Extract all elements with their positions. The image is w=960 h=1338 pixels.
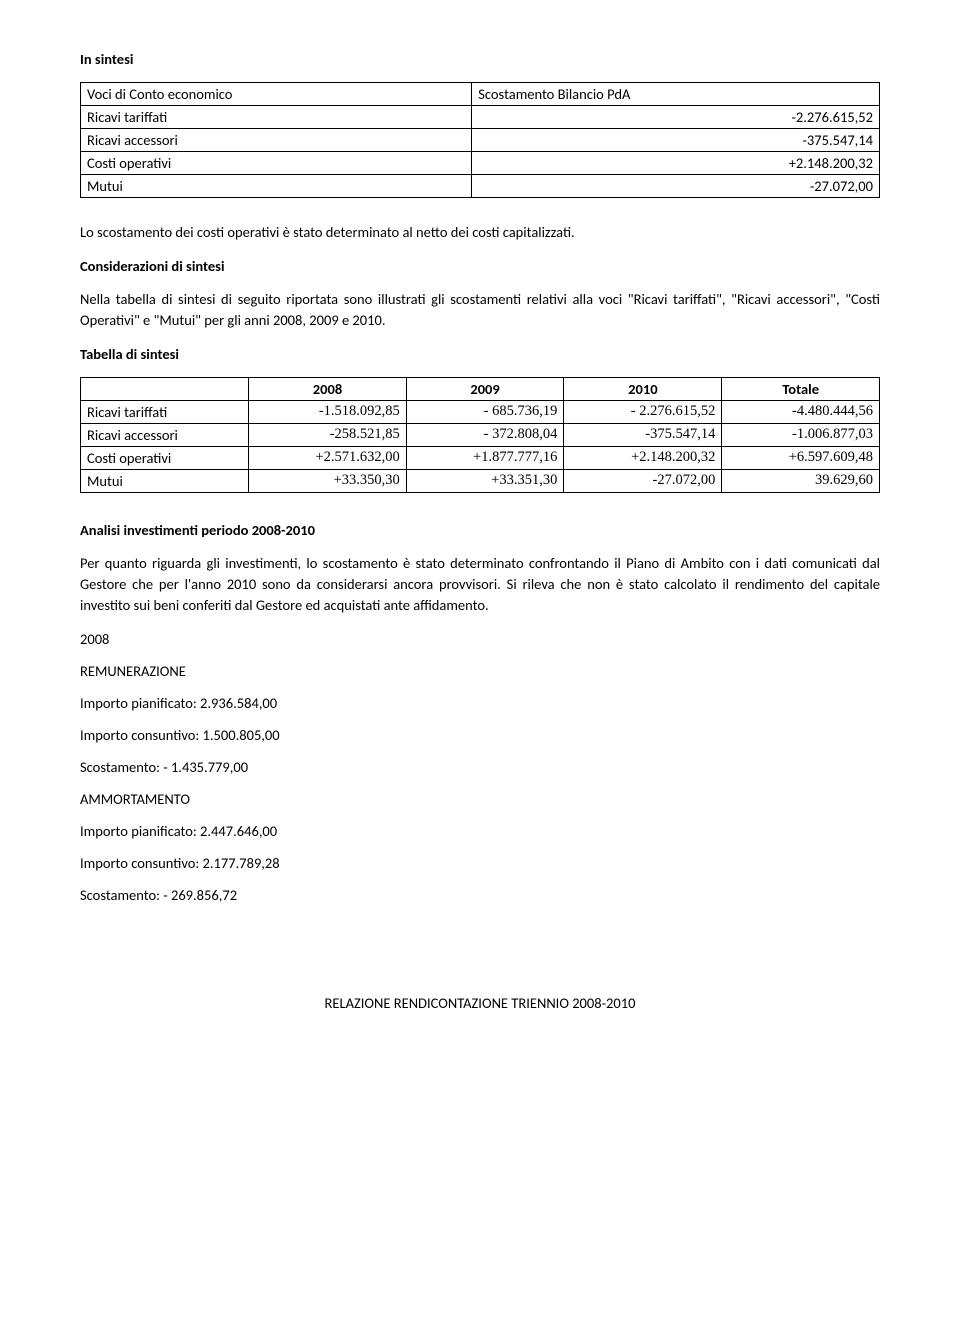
cell-label: Costi operativi [81, 447, 249, 470]
line-scostamento: Scostamento: - 269.856,72 [80, 886, 880, 904]
table-header-row: 2008 2009 2010 Totale [81, 378, 880, 401]
table-row: Mutui +33.350,30 +33.351,30 -27.072,00 3… [81, 470, 880, 493]
section-title-analisi: Analisi investimenti periodo 2008-2010 [80, 521, 880, 539]
section-title-tabella: Tabella di sintesi [80, 345, 880, 363]
line-importo-consuntivo: Importo consuntivo: 2.177.789,28 [80, 854, 880, 872]
col-header-2010: 2010 [564, 378, 722, 401]
col-header-2009: 2009 [406, 378, 564, 401]
cell-value: - 2.276.615,52 [564, 401, 722, 424]
cell-value: +2.148.200,32 [472, 152, 880, 175]
subsection-ammortamento: AMMORTAMENTO [80, 790, 880, 808]
cell-label: Ricavi tariffati [81, 401, 249, 424]
cell-label: Ricavi accessori [81, 129, 472, 152]
cell-value: +2.148.200,32 [564, 447, 722, 470]
col-header-blank [81, 378, 249, 401]
cell-label: Mutui [81, 175, 472, 198]
cell-value: +33.351,30 [406, 470, 564, 493]
year-label: 2008 [80, 630, 880, 648]
subsection-remunerazione: REMUNERAZIONE [80, 662, 880, 680]
line-importo-consuntivo: Importo consuntivo: 1.500.805,00 [80, 726, 880, 744]
col-header-2008: 2008 [249, 378, 407, 401]
table-row: Costi operativi +2.571.632,00 +1.877.777… [81, 447, 880, 470]
body-text: Lo scostamento dei costi operativi è sta… [80, 222, 880, 243]
cell-label: Ricavi accessori [81, 424, 249, 447]
line-importo-pianificato: Importo pianificato: 2.936.584,00 [80, 694, 880, 712]
cell-value: -258.521,85 [249, 424, 407, 447]
col-header-totale: Totale [722, 378, 880, 401]
body-text: Per quanto riguarda gli investimenti, lo… [80, 553, 880, 616]
table-row: Ricavi accessori -375.547,14 [81, 129, 880, 152]
cell-value: -27.072,00 [472, 175, 880, 198]
section-title-considerazioni: Considerazioni di sintesi [80, 257, 880, 275]
col-header-scostamento: Scostamento Bilancio PdA [472, 83, 880, 106]
cell-value: - 372.808,04 [406, 424, 564, 447]
table-row: Ricavi accessori -258.521,85 - 372.808,0… [81, 424, 880, 447]
section-title-in-sintesi: In sintesi [80, 50, 880, 68]
cell-value: -27.072,00 [564, 470, 722, 493]
cell-value: +6.597.609,48 [722, 447, 880, 470]
cell-label: Ricavi tariffati [81, 106, 472, 129]
table-row: Ricavi tariffati -2.276.615,52 [81, 106, 880, 129]
cell-value: +2.571.632,00 [249, 447, 407, 470]
line-scostamento: Scostamento: - 1.435.779,00 [80, 758, 880, 776]
table-row: Ricavi tariffati -1.518.092,85 - 685.736… [81, 401, 880, 424]
cell-value: 39.629,60 [722, 470, 880, 493]
table-row: Mutui -27.072,00 [81, 175, 880, 198]
cell-value: +33.350,30 [249, 470, 407, 493]
cell-value: -375.547,14 [472, 129, 880, 152]
body-text: Nella tabella di sintesi di seguito ripo… [80, 289, 880, 331]
table-row: Costi operativi +2.148.200,32 [81, 152, 880, 175]
cell-value: -1.518.092,85 [249, 401, 407, 424]
table-header-row: Voci di Conto economico Scostamento Bila… [81, 83, 880, 106]
cell-value: -4.480.444,56 [722, 401, 880, 424]
cell-value: -375.547,14 [564, 424, 722, 447]
cell-value: -2.276.615,52 [472, 106, 880, 129]
col-header-voci: Voci di Conto economico [81, 83, 472, 106]
cell-value: +1.877.777,16 [406, 447, 564, 470]
summary-table-1: Voci di Conto economico Scostamento Bila… [80, 82, 880, 198]
cell-label: Mutui [81, 470, 249, 493]
cell-value: -1.006.877,03 [722, 424, 880, 447]
cell-value: - 685.736,19 [406, 401, 564, 424]
cell-label: Costi operativi [81, 152, 472, 175]
summary-table-2: 2008 2009 2010 Totale Ricavi tariffati -… [80, 377, 880, 493]
page-footer: RELAZIONE RENDICONTAZIONE TRIENNIO 2008-… [80, 994, 880, 1012]
line-importo-pianificato: Importo pianificato: 2.447.646,00 [80, 822, 880, 840]
